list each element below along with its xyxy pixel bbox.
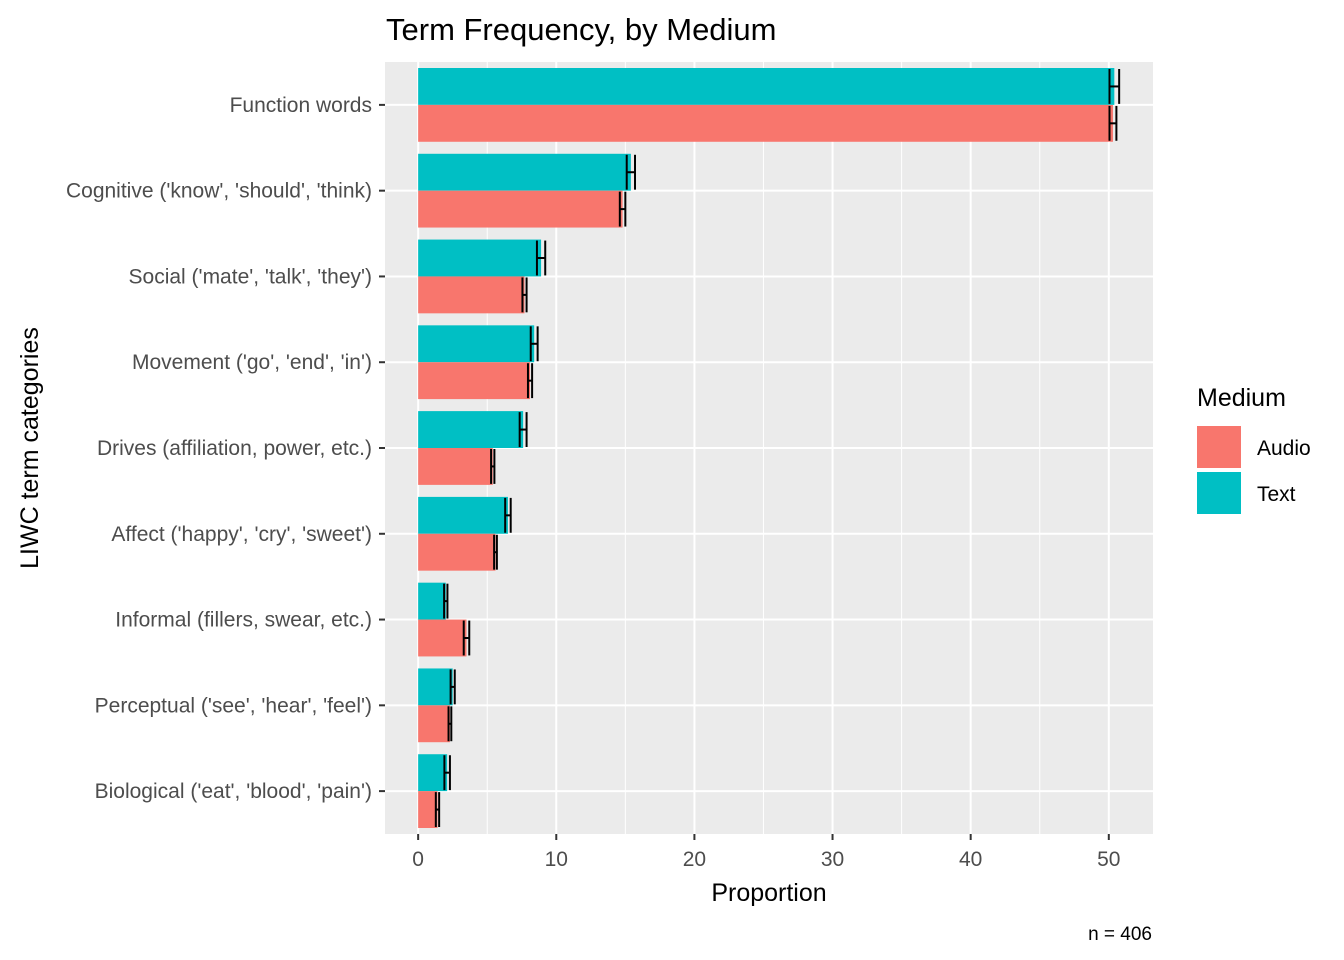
errorbar-audio: [526, 363, 534, 399]
bar-audio: [418, 190, 623, 228]
bar-audio: [418, 448, 493, 485]
errorbar-audio: [521, 277, 528, 313]
y-axis-title: LIWC term categories: [16, 327, 44, 569]
legend: Medium Audio Text: [1197, 384, 1311, 514]
errorbar-audio: [447, 706, 453, 742]
x-axis-title: Proportion: [711, 879, 826, 907]
bar-audio: [418, 791, 438, 828]
errorbar-text: [1108, 69, 1121, 104]
x-tick-label: 50: [1097, 848, 1120, 871]
y-axis: Function words Cognitive ('know', 'should…: [66, 94, 385, 803]
chart-title: Term Frequency, by Medium: [386, 12, 777, 47]
y-tick-label: Cognitive ('know', 'should', 'think): [66, 180, 372, 203]
errorbar-audio: [618, 191, 627, 227]
y-tick-label: Perceptual ('see', 'hear', 'feel'): [95, 694, 372, 717]
errorbar-audio: [493, 534, 498, 570]
grid-lines: [385, 62, 1153, 834]
errorbar-text: [535, 240, 547, 276]
errorbar-audio: [434, 792, 441, 827]
errorbar-audio: [462, 620, 471, 656]
y-tick-label: Movement ('go', 'end', 'in'): [132, 351, 372, 374]
y-tick-label: Function words: [230, 94, 372, 117]
bar-text: [418, 754, 448, 792]
x-tick-label: 30: [821, 848, 844, 871]
bar-text: [418, 668, 453, 706]
y-tick-label: Informal (fillers, swear, etc.): [115, 609, 372, 632]
y-tick-label: Drives (affiliation, power, etc.): [97, 437, 372, 460]
errorbar-text: [504, 497, 512, 533]
errorbar-text: [443, 755, 451, 791]
bar-text: [418, 153, 631, 191]
bar-audio: [418, 362, 531, 400]
y-tick-label: Social ('mate', 'talk', 'they'): [129, 265, 372, 288]
bar-audio: [418, 533, 496, 571]
bar-text: [418, 68, 1115, 105]
legend-label-text: Text: [1257, 483, 1296, 506]
x-tick-label: 10: [545, 848, 568, 871]
caption: n = 406: [1088, 924, 1152, 945]
legend-key-text: [1197, 472, 1241, 514]
bar-audio: [418, 276, 525, 314]
y-tick-label: Biological ('eat', 'blood', 'pain'): [95, 780, 372, 803]
y-tick-label: Affect ('happy', 'cry', 'sweet'): [111, 523, 372, 546]
bar-audio: [418, 705, 450, 743]
bar-text: [418, 582, 446, 620]
errorbars-layer: [434, 69, 1121, 827]
errorbar-audio: [490, 449, 496, 484]
bars-layer: [418, 68, 1115, 828]
errorbar-audio: [1108, 105, 1118, 141]
bar-text: [418, 325, 535, 363]
errorbar-text: [518, 412, 528, 447]
errorbar-text: [625, 154, 637, 190]
bar-audio: [418, 619, 467, 657]
legend-label-audio: Audio: [1257, 437, 1311, 460]
errorbar-text: [443, 583, 449, 619]
legend-key-audio: [1197, 426, 1241, 468]
bar-audio: [418, 104, 1113, 142]
bar-text: [418, 496, 508, 534]
errorbar-text: [449, 669, 456, 705]
x-tick-label: 40: [959, 848, 982, 871]
x-tick-label: 20: [683, 848, 706, 871]
bar-text: [418, 411, 524, 448]
bar-text: [418, 239, 542, 277]
errorbar-text: [529, 326, 539, 362]
x-tick-label: 0: [412, 848, 424, 871]
legend-title: Medium: [1197, 384, 1286, 412]
x-axis: 0 10 20 30 40 50: [412, 834, 1120, 871]
